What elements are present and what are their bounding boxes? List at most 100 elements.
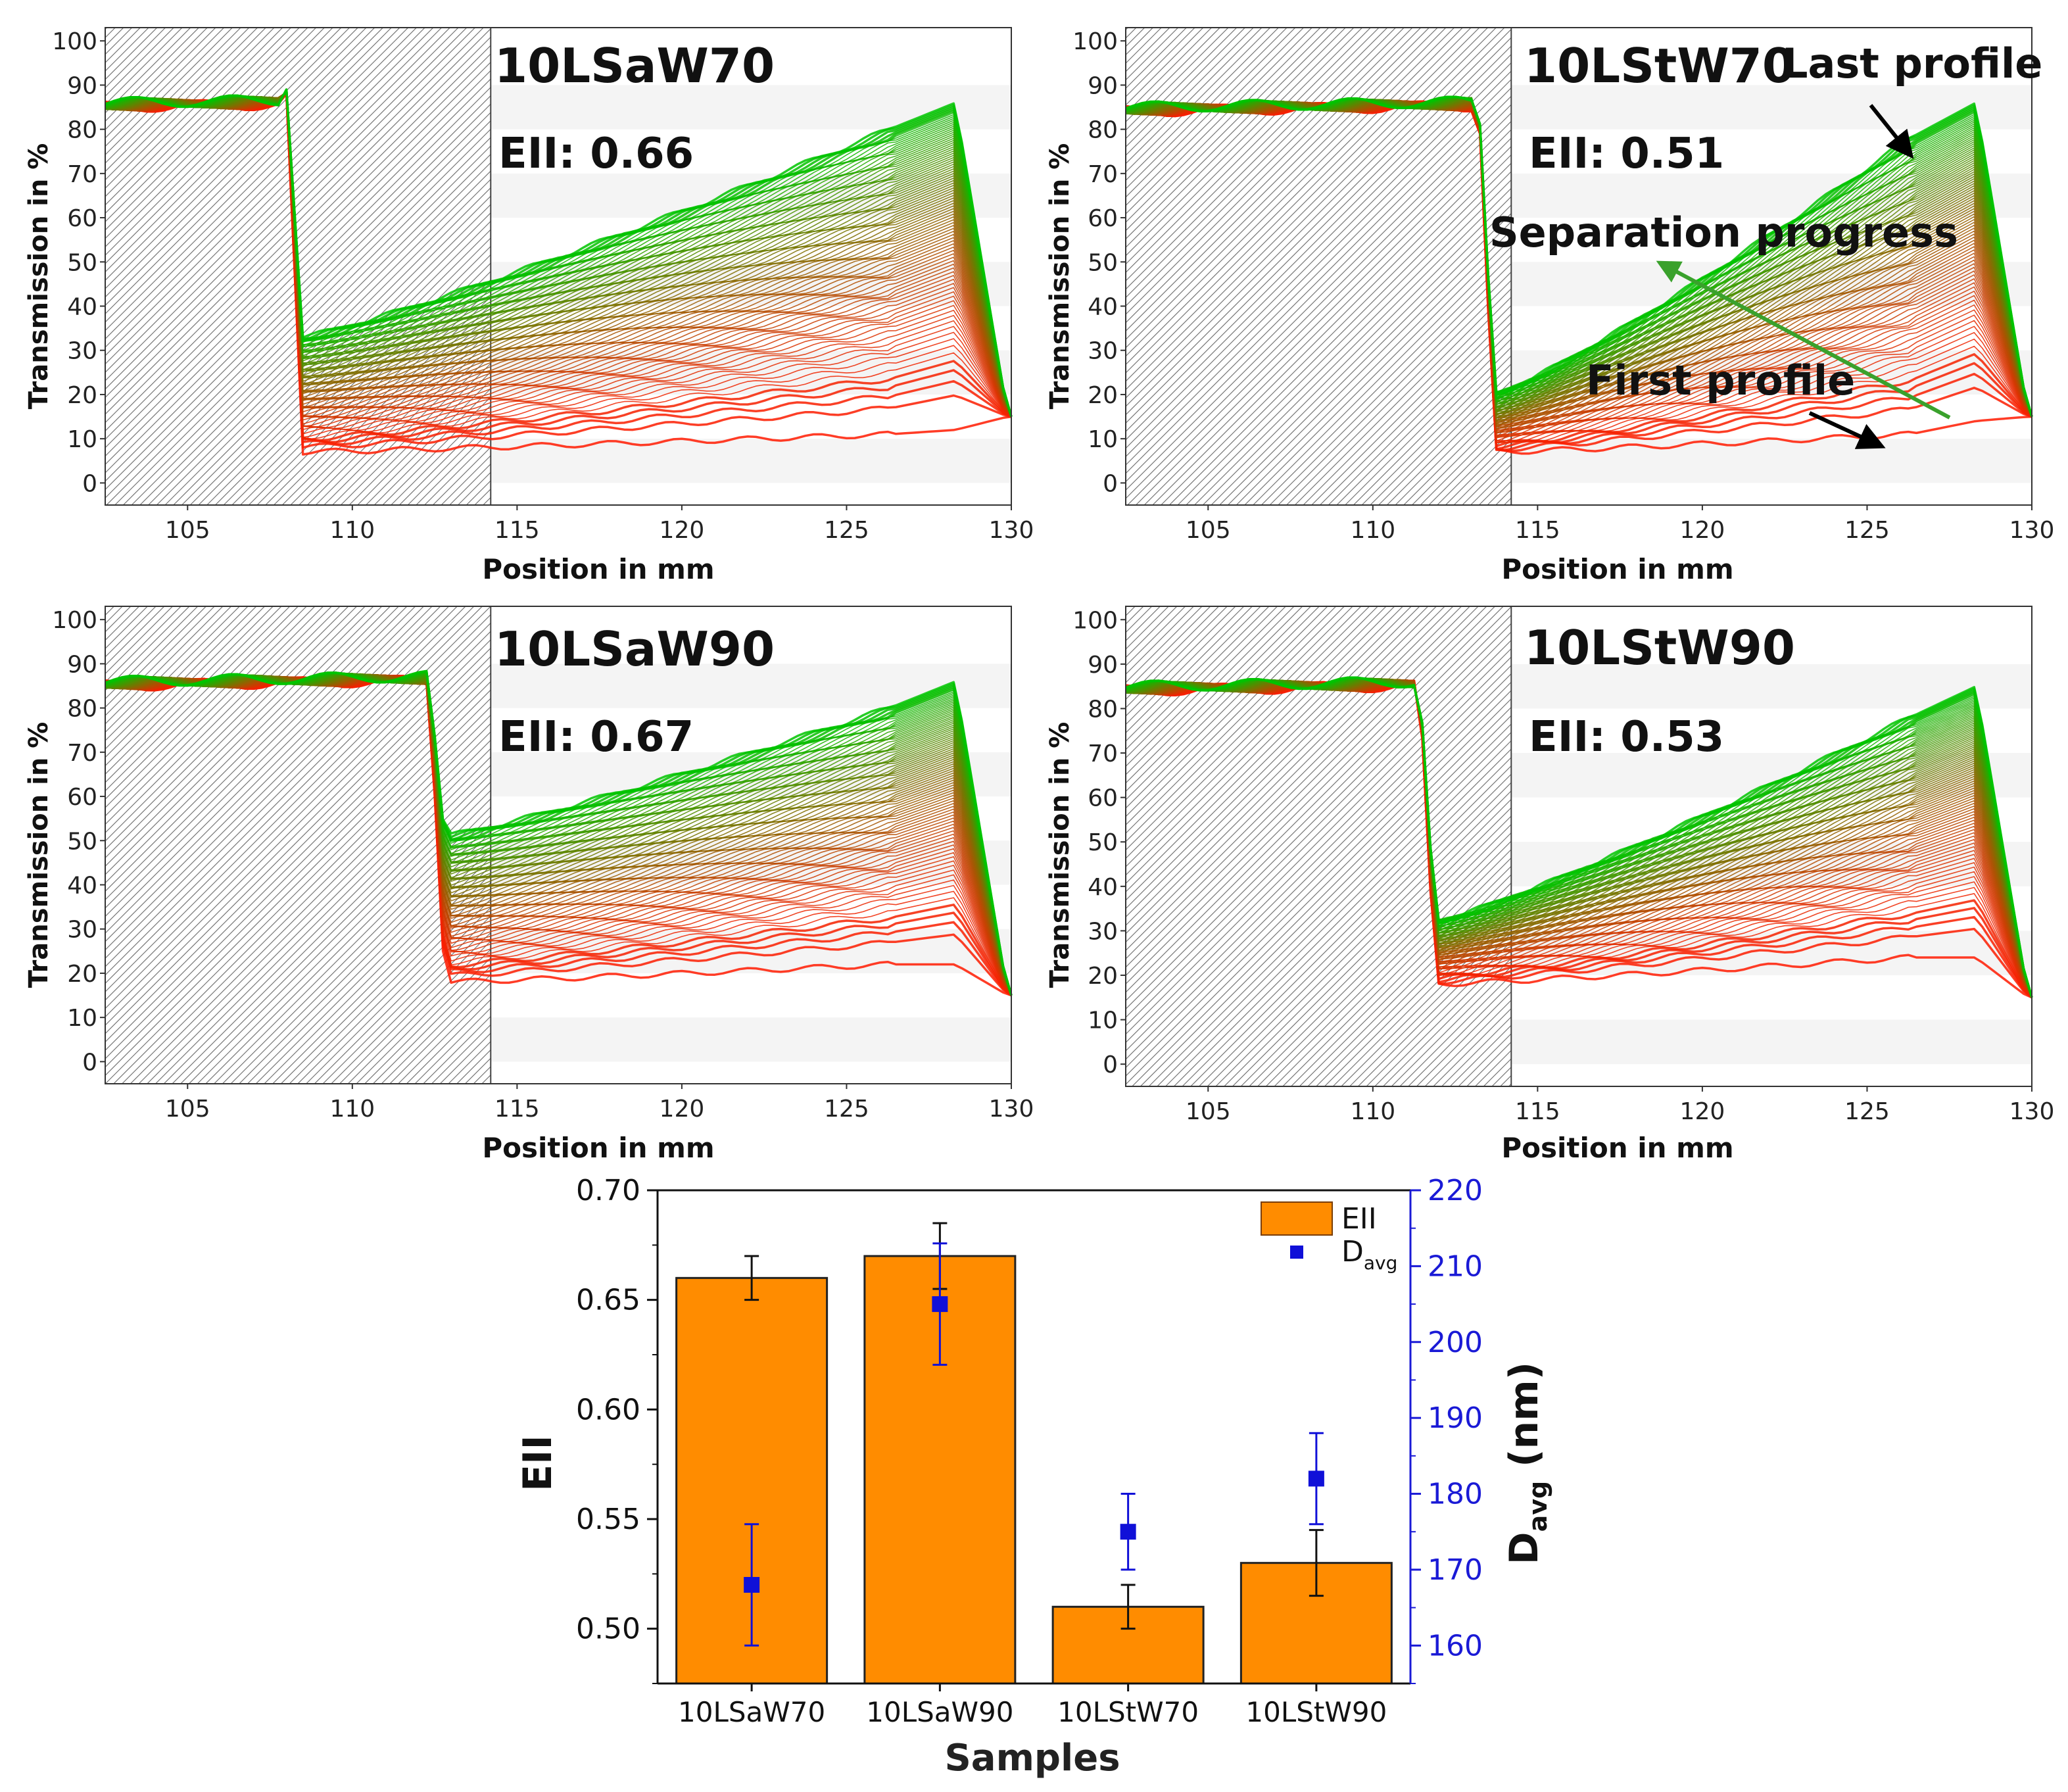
- y-tick-label: 60: [1088, 205, 1118, 232]
- x-tick-label: 125: [1844, 517, 1890, 544]
- plot-area: 0 10 20 30 40 50 60 70 80 90 100 105 110 115 120 125 130: [52, 27, 1034, 544]
- first-profile-arrow: [1808, 411, 1886, 449]
- y-tick-label: 50: [67, 828, 97, 855]
- y-tick-label: 100: [1072, 607, 1118, 634]
- x-tick-label: 110: [329, 517, 375, 544]
- last-profile-arrow: [1869, 104, 1914, 159]
- y-tick-label: 0.65: [576, 1284, 640, 1317]
- profile-line-89: [1125, 676, 2033, 998]
- legend-swatch-davg: [1290, 1246, 1303, 1259]
- y-tick-label: 20: [67, 382, 97, 409]
- profile-panel-10lstw90: 0 10 20 30 40 50 60 70 80 90 100 105 110 115 120 125 130…: [1045, 606, 2054, 1164]
- x-tick-label: 125: [824, 517, 869, 544]
- y-tick-label: 100: [52, 607, 97, 634]
- y-tick-label: 30: [67, 338, 97, 365]
- y-tick-label: 10: [1088, 1007, 1118, 1034]
- x-tick-label: 105: [1186, 517, 1231, 544]
- y-tick-label: 20: [67, 961, 97, 988]
- x-tick-label: 110: [1350, 517, 1395, 544]
- y-tick-label: 30: [67, 917, 97, 944]
- y-tick-label: 10: [1088, 426, 1118, 453]
- y-tick-label: 0: [1103, 470, 1118, 497]
- y2-axis-label: Davg (nm): [1501, 1362, 1552, 1564]
- y-axis-label: Transmission in %: [24, 143, 54, 410]
- y-tick-label: 80: [67, 117, 97, 144]
- panel-title: 10LSaW70: [494, 38, 775, 93]
- y2-tick-label: 200: [1428, 1326, 1483, 1359]
- y-tick-label: 90: [1088, 652, 1118, 679]
- x-tick-label: 105: [165, 517, 210, 544]
- x-axis-label: Position in mm: [1501, 553, 1733, 585]
- plot-frame: [105, 27, 1012, 506]
- y-tick-label: 0.70: [576, 1174, 640, 1207]
- legend-label-davg: Davg: [1341, 1235, 1397, 1274]
- profile-line-89: [105, 669, 1013, 996]
- y2-tick-label: 160: [1428, 1629, 1483, 1662]
- eii-error-bar-10LStW70: [1120, 1584, 1136, 1630]
- x-tick-label: 120: [1680, 517, 1725, 544]
- x-tick-label: 115: [1515, 1098, 1560, 1125]
- x-tick-label: 125: [824, 1096, 869, 1123]
- annotation-last-profile: Last profile: [1782, 39, 2042, 87]
- y-tick-label: 100: [1072, 28, 1118, 55]
- y2-tick-label: 170: [1428, 1553, 1483, 1587]
- panel-title: 10LSaW90: [494, 621, 775, 677]
- davg-marker-10LStW90: [1308, 1470, 1324, 1487]
- annotations: Last profile Separation progress First p…: [1489, 39, 2042, 449]
- eii-error-bar-10LSaW70: [744, 1255, 759, 1301]
- profile-panel-10lsaw90: 0 10 20 30 40 50 60 70 80 90 100 105 110 115 120 125 130…: [24, 606, 1034, 1164]
- y-tick-label: 80: [1088, 117, 1118, 144]
- x-tick-label: 110: [1350, 1098, 1395, 1125]
- x-axis-label: Samples: [944, 1737, 1120, 1780]
- y-tick-label: 70: [1088, 740, 1118, 767]
- davg-marker-10LStW70: [1120, 1524, 1136, 1540]
- profile-line-89: [105, 88, 1013, 418]
- separation-progress-arrow: [1656, 260, 1951, 420]
- x-tick-label: 115: [494, 517, 540, 544]
- profile-panel-10lsaw70: 0 10 20 30 40 50 60 70 80 90 100 105 110 115 120 125 130…: [24, 27, 1034, 585]
- y-tick-label: 90: [1088, 72, 1118, 99]
- legend-swatch-eii: [1261, 1201, 1333, 1236]
- legend-label-eii: EII: [1341, 1202, 1377, 1236]
- y-tick-label: 20: [1088, 963, 1118, 990]
- y-tick-label: 60: [1088, 785, 1118, 812]
- grid-band: [491, 439, 1011, 483]
- eii-label: EII: 0.67: [498, 713, 694, 762]
- panel-title: 10LStW70: [1524, 38, 1795, 93]
- y-tick-label: 90: [67, 651, 97, 678]
- y-tick-label: 50: [67, 249, 97, 276]
- category-label: 10LSaW90: [866, 1696, 1013, 1728]
- eii-label: EII: 0.53: [1529, 713, 1724, 762]
- annotation-separation-progress: Separation progress: [1489, 208, 1958, 256]
- annotation-first-profile: First profile: [1586, 356, 1855, 404]
- y-tick-label: 80: [67, 696, 97, 723]
- x-tick-label: 120: [660, 517, 705, 544]
- x-tick-label: 130: [989, 517, 1034, 544]
- y-tick-label: 0: [1103, 1052, 1118, 1078]
- x-tick-label: 130: [2009, 517, 2055, 544]
- eii-label: EII: 0.51: [1529, 130, 1724, 178]
- y-tick-label: 70: [1088, 161, 1118, 188]
- x-axis-label: Position in mm: [482, 1132, 714, 1164]
- x-tick-label: 115: [494, 1096, 540, 1123]
- y-tick-label: 0.50: [576, 1612, 640, 1646]
- y-tick-label: 0: [82, 470, 97, 497]
- category-label: 10LStW70: [1057, 1696, 1199, 1728]
- y-tick-label: 60: [67, 784, 97, 811]
- bar-plot-area: 10LSaW70 10LSaW90 10LStW70 10LStW90 0.50 0.55…: [576, 1174, 1483, 1728]
- y-tick-label: 70: [67, 161, 97, 188]
- plot-area: 0 10 20 30 40 50 60 70 80 90 100 105 110 115 120 125 130: [1072, 27, 2055, 544]
- y-tick-label: 30: [1088, 338, 1118, 365]
- y-axis-label: EII: [515, 1435, 561, 1491]
- y-tick-label: 0.55: [576, 1503, 640, 1536]
- davg-marker-10LSaW90: [932, 1296, 948, 1313]
- plot-area: 0 10 20 30 40 50 60 70 80 90 100 105 110 115 120 125 130: [52, 606, 1034, 1123]
- y-tick-label: 10: [67, 1005, 97, 1032]
- y-tick-label: 10: [67, 426, 97, 453]
- y2-tick-label: 180: [1428, 1478, 1483, 1511]
- category-label: 10LSaW70: [678, 1696, 825, 1728]
- y-axis-label: Transmission in %: [24, 722, 54, 988]
- y-tick-label: 30: [1088, 918, 1118, 945]
- y-axis-label: Transmission in %: [1045, 143, 1075, 410]
